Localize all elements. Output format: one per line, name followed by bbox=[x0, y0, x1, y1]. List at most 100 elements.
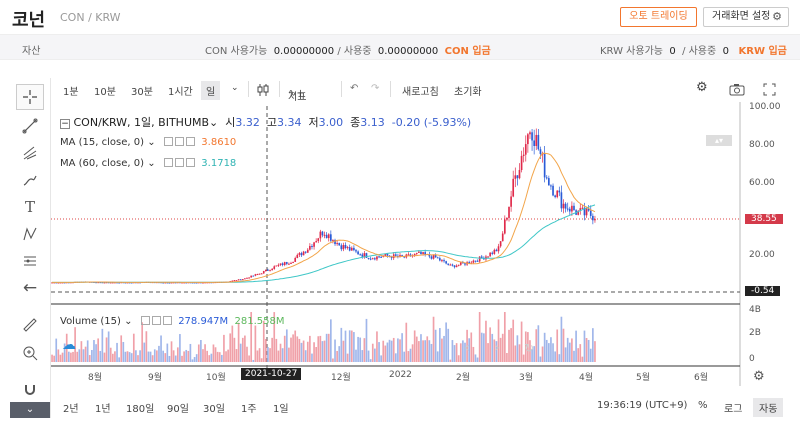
volume-bar bbox=[147, 351, 150, 362]
ma15-line bbox=[52, 152, 596, 283]
interval-1m[interactable]: 1분 bbox=[63, 87, 79, 98]
price-axis[interactable]: 100.00 80.00 60.00 20.00 38.55 -0.54 4B … bbox=[743, 102, 800, 392]
camera-icon[interactable] bbox=[729, 83, 745, 99]
crosshair-tool-icon[interactable] bbox=[16, 84, 44, 110]
visibility-icon[interactable] bbox=[163, 137, 173, 146]
volume-bar bbox=[309, 335, 311, 362]
candle-body bbox=[566, 208, 569, 210]
volume-bar bbox=[581, 356, 584, 362]
range-1y[interactable]: 1년 bbox=[95, 404, 111, 415]
pitchfork-tool-icon[interactable] bbox=[16, 140, 44, 166]
volume-bar bbox=[338, 346, 341, 362]
percent-scale-button[interactable]: % bbox=[698, 400, 708, 411]
volume-bar bbox=[95, 344, 97, 362]
cloud-icon[interactable]: ☁ bbox=[62, 337, 76, 353]
chevron-down-icon[interactable]: ⌄ bbox=[10, 402, 50, 418]
visibility-icon[interactable] bbox=[140, 316, 150, 325]
candle-body bbox=[304, 251, 307, 253]
volume-bar bbox=[288, 347, 290, 362]
chevron-down-icon[interactable]: ⌄ bbox=[144, 137, 156, 148]
interval-day[interactable]: 일 bbox=[201, 81, 221, 100]
pattern-tool-icon[interactable] bbox=[16, 221, 44, 247]
symbol-title[interactable]: CON/KRW, 1일, BITHUMB bbox=[73, 116, 210, 129]
divider bbox=[248, 81, 249, 97]
screen-settings-button[interactable]: 거래화면 설정 ⚙ bbox=[703, 7, 789, 27]
auto-trading-button[interactable]: 오토 트레이딩 bbox=[620, 7, 697, 27]
volume-bar bbox=[418, 341, 420, 362]
candle-body bbox=[510, 196, 512, 207]
scroll-right-icon[interactable]: › bbox=[494, 340, 500, 356]
interval-30m[interactable]: 30분 bbox=[131, 87, 153, 98]
volume-bar bbox=[304, 350, 307, 362]
close-icon[interactable] bbox=[185, 158, 195, 167]
magnet-icon[interactable] bbox=[16, 376, 44, 402]
candle-body bbox=[340, 245, 343, 250]
volume-bar bbox=[116, 342, 118, 362]
ma60-line bbox=[52, 204, 596, 283]
candle-body bbox=[317, 238, 320, 242]
volume-bar bbox=[172, 350, 175, 362]
range-90d[interactable]: 90일 bbox=[167, 404, 189, 415]
con-balance: CON 사용가능 0.00000000 / 사용중 0.00000000 CON… bbox=[205, 46, 491, 57]
settings-icon[interactable] bbox=[174, 137, 184, 146]
log-scale-button[interactable]: 로그 bbox=[724, 404, 743, 415]
candle-body bbox=[476, 260, 479, 262]
candle-type-icon[interactable] bbox=[256, 83, 270, 100]
visibility-icon[interactable] bbox=[163, 158, 173, 167]
close-icon[interactable] bbox=[185, 137, 195, 146]
price-chart[interactable]: ‹ › ↻ bbox=[51, 102, 743, 386]
candle-body bbox=[241, 279, 244, 281]
fullscreen-icon[interactable] bbox=[763, 83, 776, 99]
reset-button[interactable]: 초기화 bbox=[454, 87, 482, 98]
brush-tool-icon[interactable] bbox=[16, 167, 44, 193]
redo-icon[interactable]: ↷ bbox=[371, 83, 380, 94]
range-1w[interactable]: 1주 bbox=[241, 404, 257, 415]
arrow-left-icon[interactable]: ← bbox=[22, 278, 38, 298]
volume-bar bbox=[78, 349, 81, 362]
scroll-left-icon[interactable]: ‹ bbox=[464, 340, 470, 356]
undo-icon[interactable]: ↶ bbox=[350, 83, 359, 94]
krw-deposit-link[interactable]: KRW 입금 bbox=[738, 46, 787, 57]
zoom-in-icon[interactable] bbox=[16, 340, 44, 366]
reset-view-icon[interactable]: ↻ bbox=[524, 341, 534, 355]
auto-scale-button[interactable]: 자동 bbox=[753, 398, 784, 417]
range-180d[interactable]: 180일 bbox=[126, 404, 155, 415]
candle-body bbox=[275, 265, 278, 267]
settings-icon[interactable] bbox=[174, 158, 184, 167]
volume-bar bbox=[386, 342, 389, 362]
text-tool-icon[interactable]: T bbox=[24, 198, 35, 216]
settings-icon[interactable] bbox=[151, 316, 161, 325]
volume-bar bbox=[455, 343, 458, 362]
volume-bar bbox=[355, 349, 357, 362]
volume-bar bbox=[76, 351, 79, 362]
volume-bar bbox=[459, 343, 462, 362]
volume-bar bbox=[432, 316, 435, 362]
chevron-down-icon[interactable]: ⌄ bbox=[231, 83, 239, 93]
close-icon[interactable] bbox=[162, 316, 172, 325]
range-2y[interactable]: 2년 bbox=[63, 404, 79, 415]
ruler-icon[interactable] bbox=[16, 312, 44, 338]
pane-toggle-icon[interactable]: ▴▾ bbox=[706, 135, 732, 146]
interval-1h[interactable]: 1시간 bbox=[168, 87, 193, 98]
time-axis[interactable]: 8월 9월 10월 12월 2022 2월 3월 4월 5월 6월 2021-1… bbox=[88, 368, 709, 383]
chart-settings-icon[interactable]: ⚙ bbox=[753, 369, 765, 384]
con-deposit-link[interactable]: CON 입금 bbox=[444, 46, 491, 57]
candle-body bbox=[162, 282, 164, 284]
settings-icon[interactable]: ⚙ bbox=[696, 80, 708, 95]
volume-bar bbox=[470, 332, 473, 362]
volume-bar bbox=[122, 341, 125, 362]
measure-tool-icon[interactable] bbox=[16, 248, 44, 274]
chevron-down-icon[interactable]: ⌄ bbox=[120, 316, 133, 327]
trendline-tool-icon[interactable] bbox=[16, 113, 44, 139]
range-1d[interactable]: 1일 bbox=[273, 404, 289, 415]
refresh-button[interactable]: 새로고침 bbox=[402, 87, 439, 98]
candle-body bbox=[470, 262, 473, 264]
range-30d[interactable]: 30일 bbox=[203, 404, 225, 415]
chevron-down-icon[interactable]: ⌄ bbox=[144, 158, 156, 169]
candle-body bbox=[252, 275, 255, 277]
volume-bar bbox=[281, 348, 284, 362]
collapse-icon[interactable]: − bbox=[60, 119, 70, 129]
candle-body bbox=[407, 254, 410, 256]
interval-10m[interactable]: 10분 bbox=[94, 87, 116, 98]
chevron-down-icon[interactable]: ⌄ bbox=[209, 116, 219, 129]
